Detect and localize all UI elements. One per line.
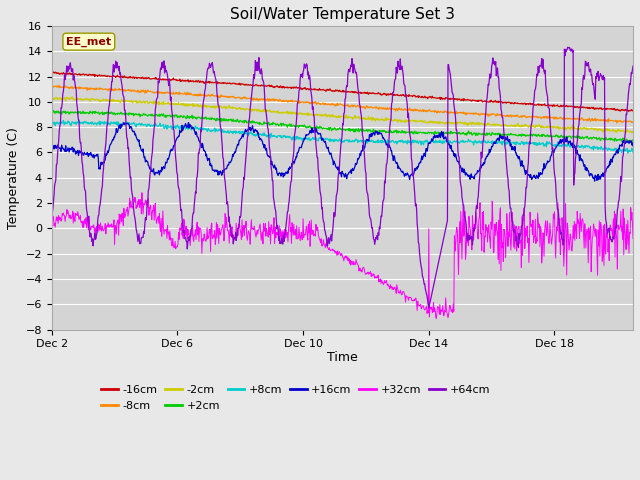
-8cm [48,83,56,89]
+16cm [120,120,128,125]
+2cm [512,132,520,138]
X-axis label: Time: Time [327,351,358,364]
Title: Soil/Water Temperature Set 3: Soil/Water Temperature Set 3 [230,7,455,22]
+2cm [627,140,635,145]
+64cm [447,82,455,88]
+64cm [108,88,115,94]
+2cm [502,132,509,137]
+32cm [48,217,56,223]
+64cm [425,305,433,311]
+32cm [513,248,520,254]
+32cm [629,236,637,241]
+2cm [284,124,291,130]
-2cm [502,121,509,127]
-8cm [108,87,115,93]
+16cm [591,178,598,184]
-2cm [305,110,312,116]
-16cm [50,69,58,75]
+16cm [502,137,509,143]
+8cm [629,149,637,155]
+16cm [48,144,56,150]
+64cm [502,147,509,153]
-8cm [447,109,455,115]
Y-axis label: Temperature (C): Temperature (C) [7,127,20,228]
+32cm [305,221,312,227]
-2cm [68,94,76,100]
+16cm [108,141,115,146]
+32cm [433,315,440,321]
-16cm [108,74,115,80]
+8cm [48,120,56,126]
+8cm [447,140,455,145]
-2cm [628,130,636,135]
+64cm [629,63,637,69]
+8cm [512,142,520,148]
+8cm [284,133,291,139]
-8cm [613,120,621,126]
+64cm [564,44,572,50]
+2cm [305,125,312,131]
-2cm [512,123,520,129]
+64cm [48,216,56,222]
+2cm [108,109,115,115]
+16cm [447,146,455,152]
-16cm [48,70,56,75]
-8cm [305,99,312,105]
+16cm [629,143,637,149]
Line: -8cm: -8cm [52,85,633,123]
Line: +32cm: +32cm [52,192,633,318]
Line: +64cm: +64cm [52,47,633,308]
-8cm [629,120,637,125]
+16cm [305,132,312,137]
Line: +16cm: +16cm [52,122,633,181]
-16cm [502,99,509,105]
-2cm [284,108,291,114]
-8cm [284,99,291,105]
+8cm [305,135,312,141]
Line: -16cm: -16cm [52,72,633,111]
+2cm [50,108,58,113]
-16cm [305,86,312,92]
+8cm [108,120,115,125]
+16cm [512,150,520,156]
-16cm [284,84,291,90]
-8cm [55,83,63,88]
Text: EE_met: EE_met [67,36,111,47]
+32cm [108,224,115,230]
+2cm [629,138,637,144]
-2cm [447,121,455,127]
+8cm [502,139,509,145]
+64cm [512,238,520,244]
Legend: -16cm, -8cm, -2cm, +2cm, +8cm, +16cm, +32cm, +64cm: -16cm, -8cm, -2cm, +2cm, +8cm, +16cm, +3… [97,381,495,415]
-16cm [447,96,455,102]
+32cm [502,237,510,243]
+16cm [284,168,291,174]
Line: -2cm: -2cm [52,97,633,132]
-8cm [512,112,520,118]
+64cm [283,216,291,222]
+2cm [48,110,56,116]
-16cm [625,108,632,114]
+32cm [138,190,146,195]
-2cm [48,96,56,101]
+2cm [447,130,455,136]
+32cm [284,229,291,235]
-2cm [629,129,637,135]
-16cm [512,100,520,106]
-16cm [629,108,637,113]
-2cm [108,97,115,103]
-8cm [502,113,509,119]
+8cm [624,150,632,156]
Line: +8cm: +8cm [52,120,633,153]
Line: +2cm: +2cm [52,110,633,143]
+32cm [448,307,456,312]
+8cm [76,117,83,123]
+64cm [304,72,312,78]
